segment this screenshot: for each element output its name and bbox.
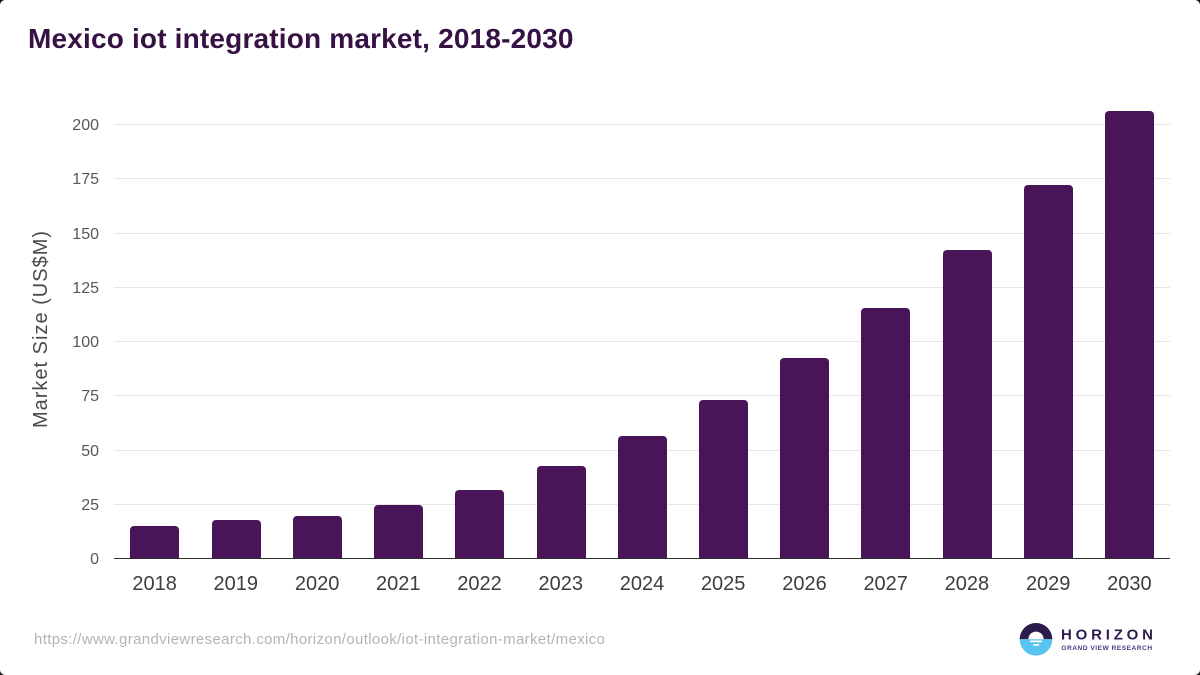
svg-text:HORIZON: HORIZON [1061,626,1157,643]
svg-text:GRAND VIEW RESEARCH: GRAND VIEW RESEARCH [1061,645,1152,652]
